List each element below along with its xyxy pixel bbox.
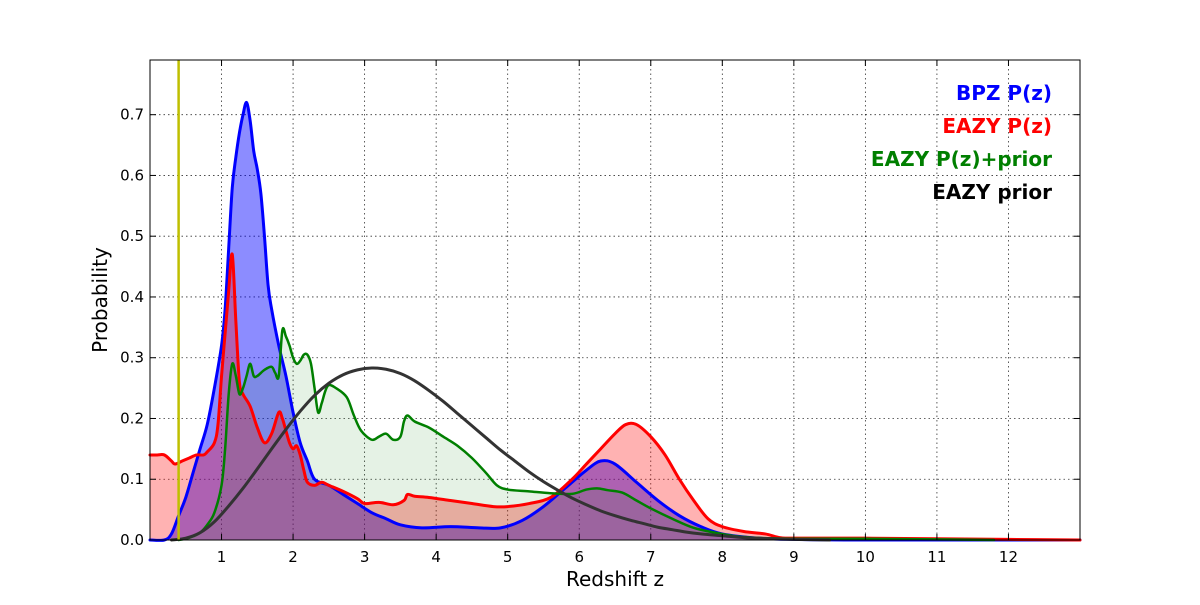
grid-lines bbox=[150, 60, 1080, 540]
series-fill-eazy-p-z bbox=[150, 253, 1080, 541]
x-axis-ticks: 1 2 3 4 5 6 7 8 9 10 11 12 bbox=[217, 60, 1018, 566]
x-tick-label: 10 bbox=[856, 548, 875, 566]
y-tick-label: 0.7 bbox=[120, 106, 144, 124]
series-line-eazy-prior bbox=[169, 366, 832, 542]
x-tick-label: 5 bbox=[503, 548, 513, 566]
x-tick-label: 2 bbox=[288, 548, 298, 566]
x-axis-label: Redshift z bbox=[566, 567, 664, 591]
series-fills bbox=[150, 102, 1080, 541]
x-tick-label: 4 bbox=[431, 548, 441, 566]
y-axis-label: Probability bbox=[88, 247, 112, 353]
y-tick-label: 0.6 bbox=[120, 166, 144, 184]
legend-entry: EAZY prior bbox=[932, 180, 1052, 204]
y-tick-label: 0.3 bbox=[120, 349, 144, 367]
series-lines bbox=[148, 101, 1082, 542]
y-tick-label: 0.4 bbox=[120, 288, 144, 306]
plot-background bbox=[150, 60, 1080, 540]
x-tick-label: 6 bbox=[574, 548, 584, 566]
x-tick-label: 3 bbox=[360, 548, 370, 566]
series-line-eazy-p-z bbox=[148, 252, 1082, 542]
x-tick-label: 12 bbox=[999, 548, 1018, 566]
x-tick-label: 11 bbox=[927, 548, 946, 566]
legend-entry: EAZY P(z)+prior bbox=[871, 147, 1052, 171]
x-tick-label: 9 bbox=[789, 548, 799, 566]
y-tick-label: 0.0 bbox=[120, 531, 144, 549]
y-tick-label: 0.1 bbox=[120, 470, 144, 488]
series-line-bpz-p-z bbox=[148, 101, 1082, 542]
x-tick-label: 1 bbox=[217, 548, 227, 566]
plot-frame bbox=[149, 59, 1081, 541]
series-fill-bpz-p-z bbox=[150, 102, 1080, 541]
y-axis-ticks: 0.0 0.1 0.2 0.3 0.4 0.5 0.6 0.7 bbox=[120, 106, 1080, 549]
series-line-eazy-p-z-prior bbox=[177, 326, 996, 542]
legend-entry: EAZY P(z) bbox=[942, 114, 1052, 138]
y-tick-label: 0.5 bbox=[120, 227, 144, 245]
legend-entry: BPZ P(z) bbox=[956, 81, 1052, 105]
x-tick-label: 8 bbox=[718, 548, 728, 566]
series-fill-eazy-p-z-prior bbox=[178, 328, 995, 540]
y-tick-label: 0.2 bbox=[120, 409, 144, 427]
legend: BPZ P(z) EAZY P(z) EAZY P(z)+prior EAZY pri… bbox=[871, 81, 1052, 204]
x-tick-label: 7 bbox=[646, 548, 656, 566]
